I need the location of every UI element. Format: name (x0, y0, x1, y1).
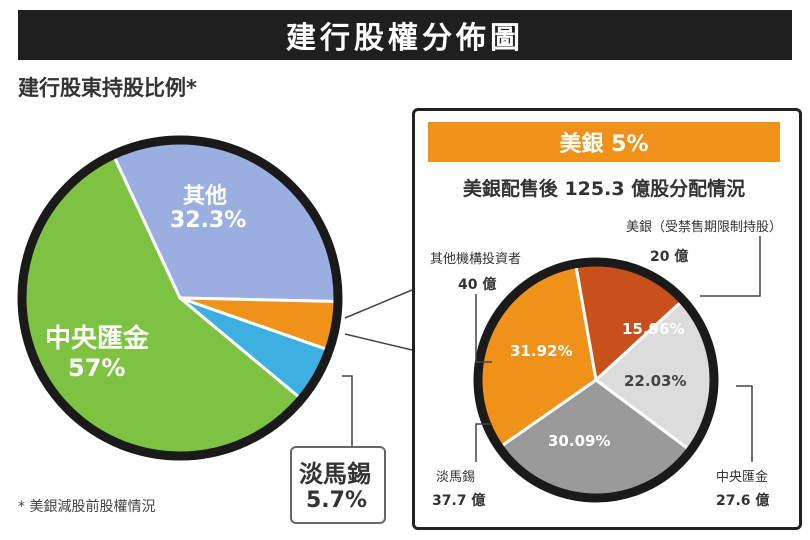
temasek-inset-leader (475, 423, 492, 462)
inset-temasek-name: 淡馬錫 (436, 470, 476, 485)
inset-other-pct: 31.92% (510, 342, 573, 360)
inset-title: 美銀配售後 125.3 億股分配情況 (462, 178, 746, 200)
other-slice-label: 其他 (183, 184, 228, 209)
central-slice-value: 57% (68, 354, 126, 382)
central-slice-label: 中央匯金 (45, 324, 150, 354)
inset-pie (473, 257, 719, 503)
inset-boa-name: 美銀（受禁售期限制持股） (625, 220, 782, 235)
boa-leader (700, 236, 761, 297)
main-pie-outline (17, 135, 343, 461)
inset-boa-pct: 15.96% (622, 320, 685, 338)
left-chart-subtitle: 建行股東持股比例* (18, 76, 197, 100)
connector-lower (344, 333, 413, 351)
inset-central-pct: 22.03% (624, 372, 687, 390)
inset-other-amount: 40 億 (458, 277, 497, 293)
footnote: * 美銀減股前股權情況 (18, 499, 156, 515)
main-pie (17, 135, 343, 461)
connector-upper (344, 289, 413, 319)
other-inv-leader (475, 294, 492, 363)
inset-header: 美銀 5% (428, 122, 780, 162)
inset-temasek-amount: 37.7 億 (432, 493, 486, 509)
temasek-value: 5.7% (306, 488, 368, 513)
central-leader (736, 385, 753, 462)
other-slice-value: 32.3% (170, 208, 247, 233)
inset-central-amount: 27.6 億 (716, 493, 770, 509)
chart-title: 建行股權分佈圖 (18, 10, 792, 60)
leader-lines (342, 236, 761, 462)
temasek-label-box (290, 446, 386, 524)
inset-pie-outline (473, 257, 719, 503)
inset-central-name: 中央匯金 (716, 470, 769, 485)
inset-boa-amount: 20 億 (650, 249, 689, 265)
temasek-leader (342, 375, 353, 446)
temasek-label: 淡馬錫 (299, 460, 371, 488)
inset-temasek-pct: 30.09% (548, 432, 611, 450)
inset-other-name: 其他機構投資者 (430, 252, 522, 267)
